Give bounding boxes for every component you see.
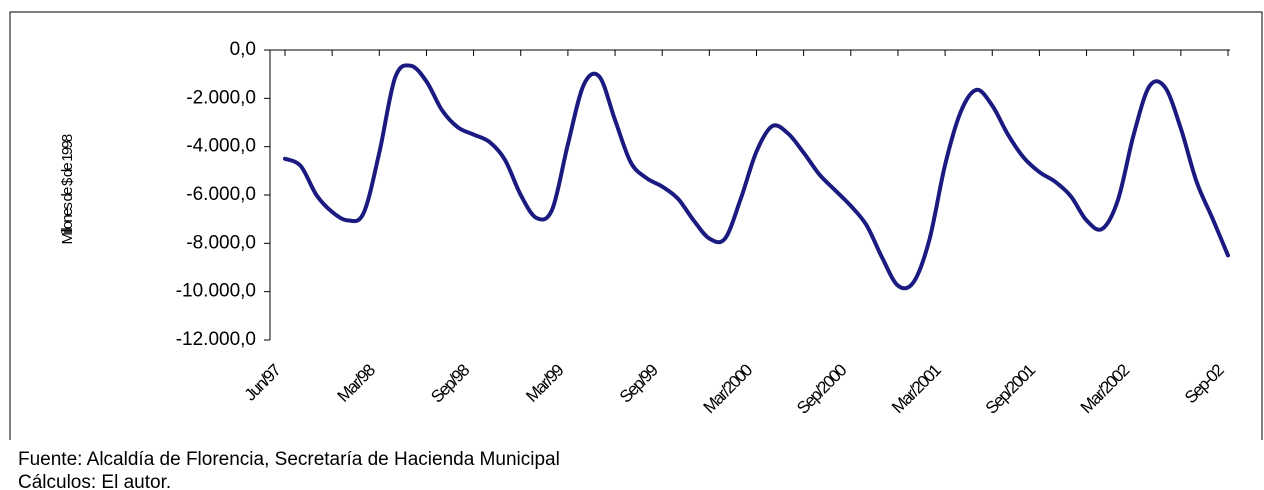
y-tick-label: -2.000,0 bbox=[186, 87, 256, 108]
x-tick-label: Jun/97 bbox=[241, 361, 285, 405]
y-tick-label: 0,0 bbox=[230, 39, 256, 60]
x-tick-label: Mar/98 bbox=[334, 361, 379, 406]
y-tick-label: -4.000,0 bbox=[186, 136, 256, 157]
source-note: Fuente: Alcaldía de Florencia, Secretarí… bbox=[18, 449, 560, 470]
data-line bbox=[283, 63, 1230, 291]
x-tick-label: Sep/99 bbox=[616, 361, 662, 407]
x-tick-label: Sep/2001 bbox=[982, 361, 1039, 418]
x-tick-label: Mar/99 bbox=[522, 361, 567, 406]
calc-note: Cálculos: El autor. bbox=[18, 472, 171, 490]
y-tick-label: -12.000,0 bbox=[176, 329, 256, 350]
x-tick-label: Sep-02 bbox=[1181, 361, 1228, 408]
y-tick-label: -10.000,0 bbox=[176, 281, 256, 302]
x-tick-label: Sep/98 bbox=[427, 361, 473, 407]
y-tick-label: -6.000,0 bbox=[186, 184, 256, 205]
x-tick-label: Mar/2001 bbox=[888, 361, 944, 417]
x-tick-label: Mar/2000 bbox=[700, 361, 756, 417]
chart-frame bbox=[9, 11, 1263, 440]
y-tick-label: -8.000,0 bbox=[186, 232, 256, 253]
y-axis-label: Millones de $ de 1998 bbox=[59, 134, 76, 244]
x-tick-label: Sep/2000 bbox=[793, 361, 850, 418]
x-tick-label: Mar/2002 bbox=[1077, 361, 1133, 417]
